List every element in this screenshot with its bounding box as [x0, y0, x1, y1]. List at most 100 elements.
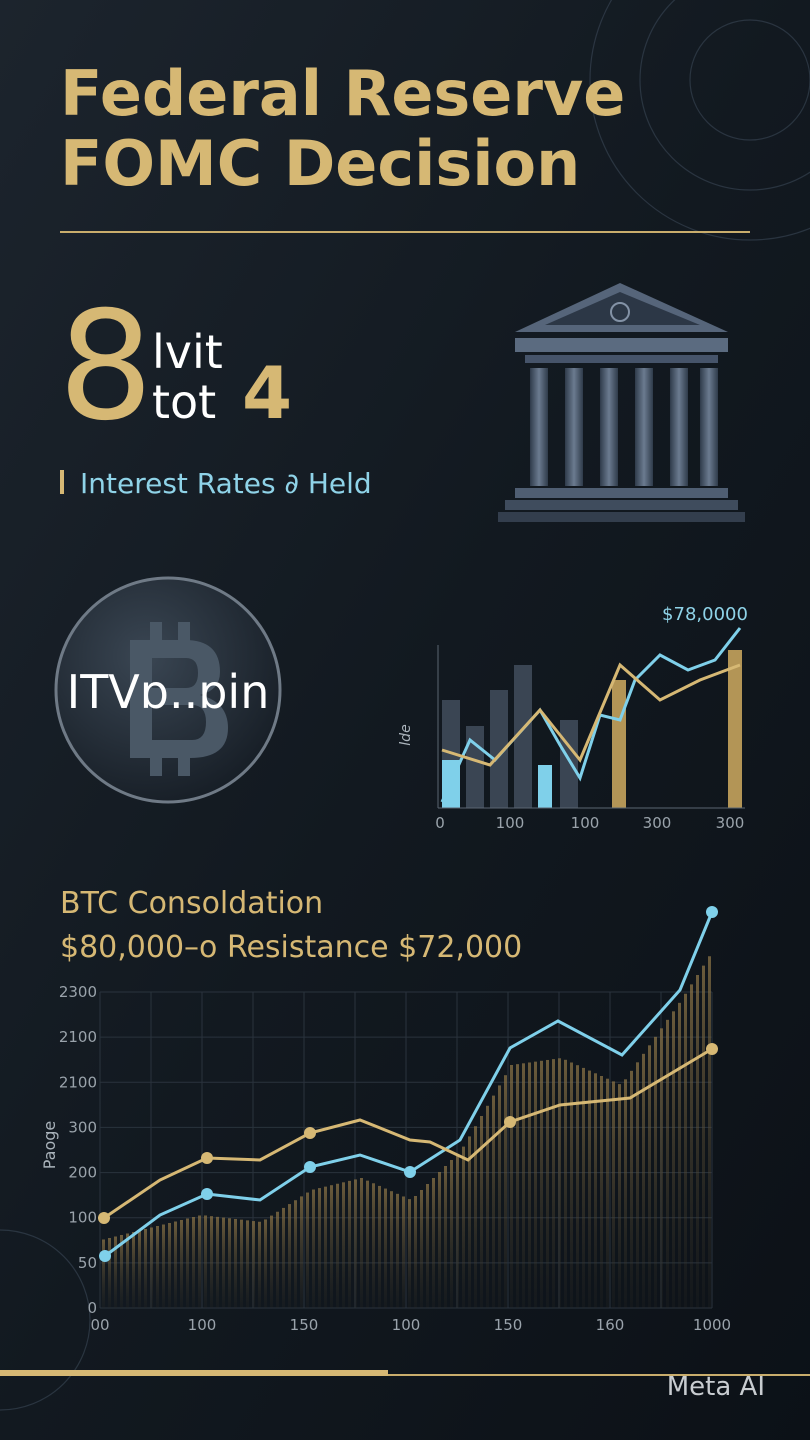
bar — [120, 1235, 123, 1308]
bar — [462, 1146, 465, 1308]
x-tick-label: 1000 — [693, 1316, 731, 1334]
bar — [480, 1116, 483, 1308]
bar — [192, 1217, 195, 1308]
bar — [342, 1182, 345, 1308]
bar — [450, 1160, 453, 1308]
bar — [384, 1188, 387, 1308]
y-tick-label: 300 — [68, 1118, 97, 1136]
bar — [150, 1227, 153, 1308]
rate-number: 4 — [242, 351, 292, 435]
bar — [672, 1011, 675, 1308]
bar — [162, 1224, 165, 1308]
bar — [186, 1218, 189, 1308]
point — [201, 1188, 213, 1200]
title-line: Federal Reserve — [60, 57, 625, 130]
bar — [126, 1233, 129, 1308]
point — [99, 1250, 111, 1262]
bar — [540, 1060, 543, 1308]
bar — [258, 1221, 261, 1308]
bar — [354, 1179, 357, 1308]
bar — [600, 1076, 603, 1308]
bar — [372, 1183, 375, 1308]
bar — [210, 1216, 213, 1308]
bar — [678, 1002, 681, 1308]
bar — [108, 1238, 111, 1308]
x-tick-label: 00 — [90, 1316, 109, 1334]
bar — [282, 1207, 285, 1308]
point — [404, 1166, 416, 1178]
bar — [156, 1226, 159, 1308]
x-tick-label: 300 — [716, 814, 745, 832]
y-axis-label: Paoge — [40, 1121, 59, 1170]
bar — [486, 1105, 489, 1308]
bar — [552, 1059, 555, 1308]
bar — [570, 1062, 573, 1308]
bar — [666, 1019, 669, 1308]
bar — [228, 1218, 231, 1308]
x-tick-label: 100 — [188, 1316, 217, 1334]
bar — [684, 993, 687, 1308]
y-tick-label: 2100 — [59, 1028, 97, 1046]
bar — [264, 1219, 267, 1308]
x-tick-label: 0 — [435, 814, 445, 832]
point — [201, 1152, 213, 1164]
bar — [414, 1196, 417, 1308]
bitcoin-label: ITVɒ..ɒin — [67, 665, 270, 719]
bar — [198, 1215, 201, 1308]
bar — [114, 1236, 117, 1308]
bar — [138, 1230, 141, 1308]
bar — [420, 1190, 423, 1308]
watermark: Meta AI — [667, 1372, 765, 1402]
point — [98, 1212, 110, 1224]
y-tick-label: 2300 — [59, 983, 97, 1001]
bar — [564, 1059, 567, 1308]
bar — [504, 1075, 507, 1308]
bar — [588, 1070, 591, 1308]
bar — [132, 1232, 135, 1308]
y-tick-label: 200 — [68, 1164, 97, 1182]
bar — [312, 1189, 315, 1308]
bar — [102, 1239, 105, 1308]
bar — [252, 1221, 255, 1308]
bar — [432, 1178, 435, 1308]
bar — [594, 1073, 597, 1308]
bar — [582, 1067, 585, 1308]
bar — [234, 1218, 237, 1308]
bar — [426, 1184, 429, 1308]
x-tick-label: 300 — [643, 814, 672, 832]
bar — [474, 1126, 477, 1308]
rate-caption: Interest Rates ∂ Held — [80, 467, 372, 500]
bar — [240, 1219, 243, 1308]
bar — [648, 1045, 651, 1308]
bar — [204, 1215, 207, 1308]
bar — [642, 1053, 645, 1308]
bar — [438, 1172, 441, 1308]
bar — [300, 1196, 303, 1308]
bar — [606, 1078, 609, 1308]
y-tick-label: 0 — [87, 1299, 97, 1317]
bar — [360, 1178, 363, 1308]
bar — [456, 1154, 459, 1308]
bar — [444, 1166, 447, 1308]
bar — [660, 1028, 663, 1308]
bar — [636, 1062, 639, 1308]
bar — [276, 1211, 279, 1308]
bar — [390, 1191, 393, 1308]
bar — [246, 1220, 249, 1308]
rate-glyph: 8 — [58, 280, 153, 454]
bar — [498, 1085, 501, 1308]
bar — [222, 1217, 225, 1308]
chart-subheading: $80,000–o Resistance $72,000 — [60, 930, 522, 965]
bar — [174, 1221, 177, 1308]
bar — [618, 1084, 621, 1308]
bar — [294, 1200, 297, 1308]
x-tick-label: 150 — [494, 1316, 523, 1334]
bar — [528, 1062, 531, 1308]
rate-text: lvit — [152, 325, 223, 379]
bar — [336, 1183, 339, 1308]
x-tick-label: 150 — [290, 1316, 319, 1334]
bar — [654, 1036, 657, 1308]
bar — [576, 1065, 579, 1308]
bar — [702, 965, 705, 1308]
